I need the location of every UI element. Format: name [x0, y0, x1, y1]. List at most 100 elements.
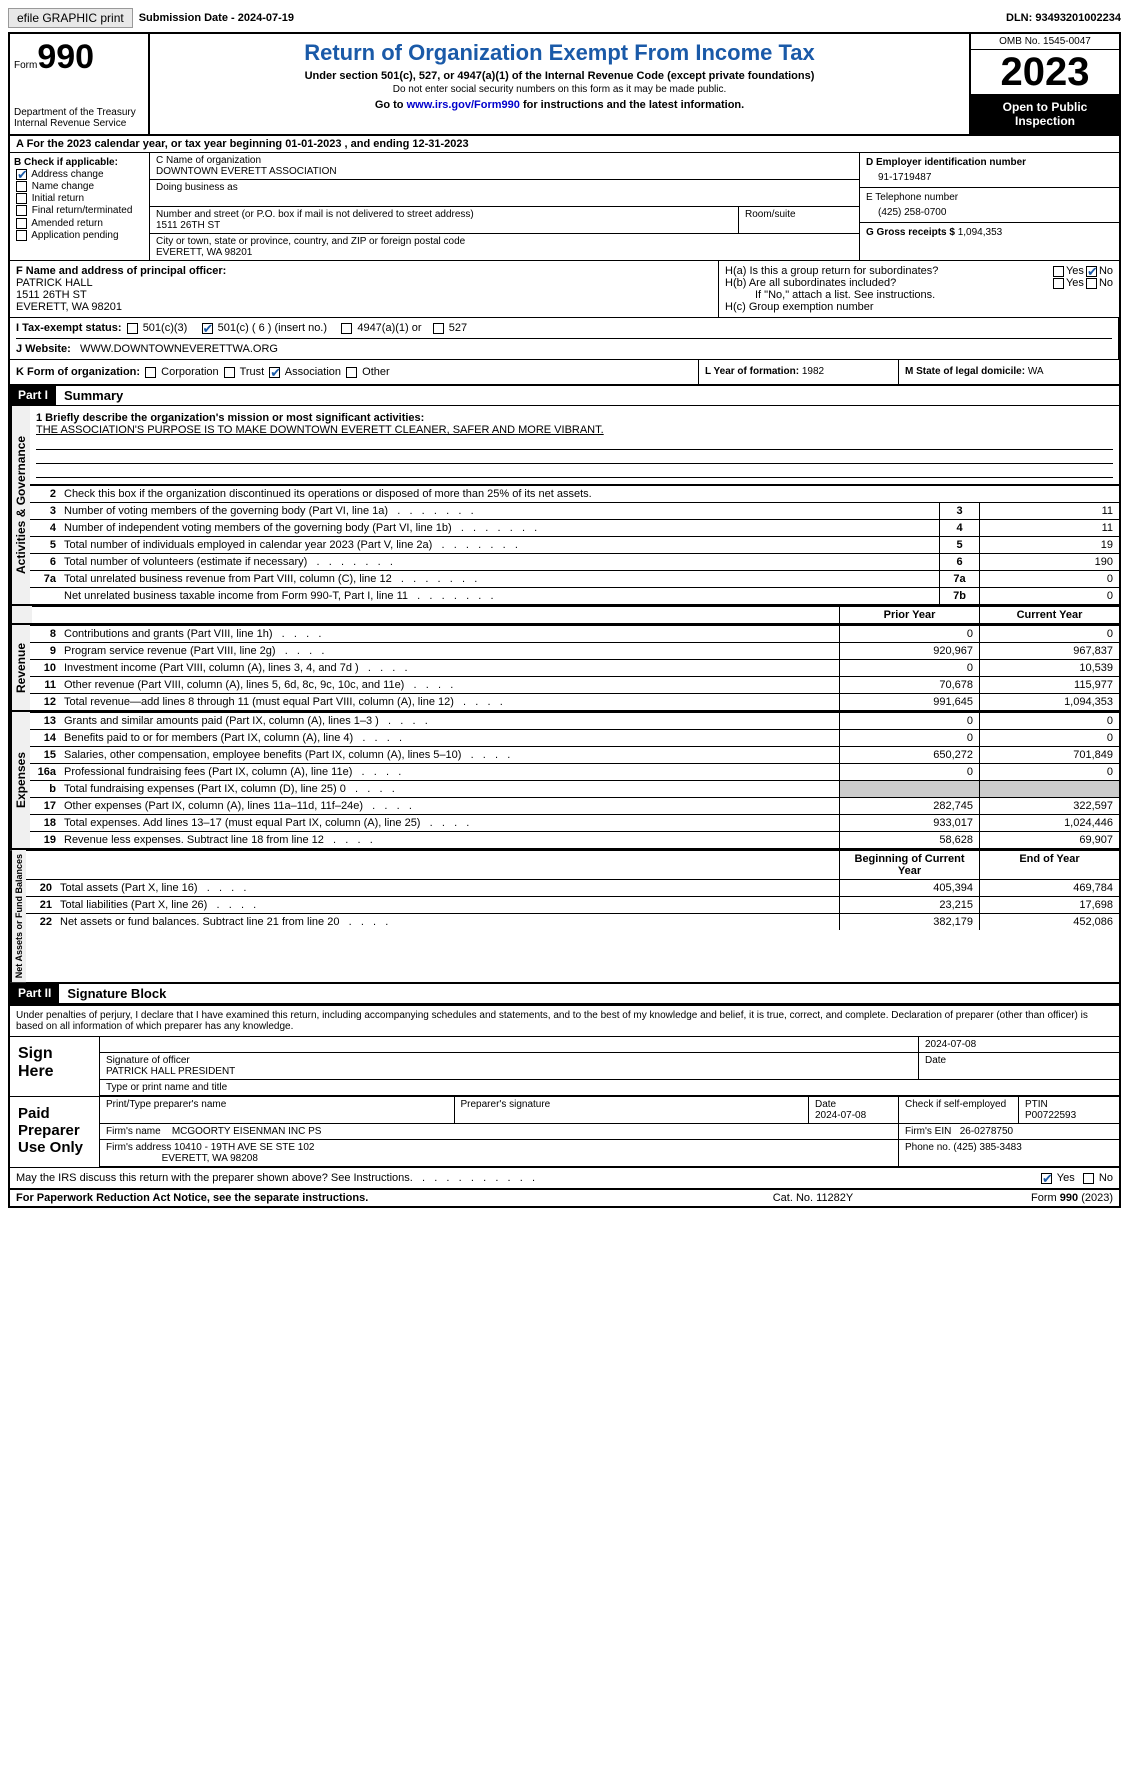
opt-corp[interactable]: Corporation	[143, 366, 219, 378]
summary-line: 6Total number of volunteers (estimate if…	[30, 553, 1119, 570]
sig-date-top: 2024-07-08	[919, 1037, 1119, 1052]
opt-trust[interactable]: Trust	[222, 366, 265, 378]
officer-label: F Name and address of principal officer:	[16, 265, 226, 277]
summary-line: 22Net assets or fund balances. Subtract …	[26, 913, 1119, 930]
form-subtitle: Under section 501(c), 527, or 4947(a)(1)…	[156, 70, 963, 82]
summary-line: 5Total number of individuals employed in…	[30, 536, 1119, 553]
opt-501c[interactable]: 501(c) ( 6 ) (insert no.)	[200, 322, 327, 334]
open-inspection: Open to Public Inspection	[971, 94, 1119, 134]
row-a-tax-year: A For the 2023 calendar year, or tax yea…	[10, 136, 1119, 153]
summary-line: 10Investment income (Part VIII, column (…	[30, 659, 1119, 676]
efile-print-button[interactable]: efile GRAPHIC print	[8, 8, 133, 28]
city-label: City or town, state or province, country…	[156, 236, 853, 247]
phone-value: (425) 258-0700	[866, 203, 1113, 218]
org-name: DOWNTOWN EVERETT ASSOCIATION	[156, 166, 853, 177]
summary-line: 4Number of independent voting members of…	[30, 519, 1119, 536]
sig-officer-label: Signature of officer	[106, 1055, 912, 1066]
prep-date: 2024-07-08	[815, 1110, 866, 1121]
mission-text: THE ASSOCIATION'S PURPOSE IS TO MAKE DOW…	[36, 424, 1113, 436]
ein-value: 91-1719487	[866, 168, 1113, 183]
hc-label: H(c) Group exemption number	[725, 301, 1113, 313]
omb-number: OMB No. 1545-0047	[971, 34, 1119, 50]
prep-sig-label: Preparer's signature	[455, 1097, 810, 1123]
tab-expenses: Expenses	[10, 712, 30, 848]
tab-revenue: Revenue	[10, 625, 30, 710]
summary-line: bTotal fundraising expenses (Part IX, co…	[30, 780, 1119, 797]
check-app-pending[interactable]: Application pending	[14, 230, 145, 241]
opt-4947[interactable]: 4947(a)(1) or	[339, 322, 421, 334]
hb-yes[interactable]: Yes	[1051, 277, 1084, 289]
check-name-change[interactable]: Name change	[14, 181, 145, 192]
part1-title: Summary	[56, 386, 131, 405]
opt-527[interactable]: 527	[431, 322, 467, 334]
firm-name: MCGOORTY EISENMAN INC PS	[172, 1126, 322, 1137]
form-org-label: K Form of organization:	[16, 366, 140, 378]
summary-line: 20Total assets (Part X, line 16) . . . .…	[26, 879, 1119, 896]
part2-title: Signature Block	[59, 984, 174, 1003]
firm-phone: (425) 385-3483	[953, 1142, 1021, 1153]
ptin-value: P00722593	[1025, 1110, 1076, 1121]
sign-here-label: Sign Here	[10, 1037, 100, 1096]
summary-line: 12Total revenue—add lines 8 through 11 (…	[30, 693, 1119, 710]
dept-treasury: Department of the Treasury Internal Reve…	[14, 107, 144, 129]
hb-no[interactable]: No	[1084, 277, 1113, 289]
street-label: Number and street (or P.O. box if mail i…	[156, 209, 732, 220]
gross-receipts-value: 1,094,353	[958, 227, 1003, 238]
summary-line: 13Grants and similar amounts paid (Part …	[30, 712, 1119, 729]
dba-value	[156, 193, 853, 204]
discuss-text: May the IRS discuss this return with the…	[16, 1172, 1039, 1184]
check-amended[interactable]: Amended return	[14, 218, 145, 229]
part1-header: Part I	[10, 386, 56, 405]
check-final-return[interactable]: Final return/terminated	[14, 205, 145, 216]
col-prior: Prior Year	[839, 607, 979, 623]
year-formation: 1982	[802, 366, 824, 377]
form-990-container: Form990 Department of the Treasury Inter…	[8, 32, 1121, 1208]
discuss-no[interactable]: No	[1081, 1172, 1113, 1184]
perjury-declaration: Under penalties of perjury, I declare th…	[10, 1006, 1119, 1036]
summary-line: 18Total expenses. Add lines 13–17 (must …	[30, 814, 1119, 831]
summary-line: 8Contributions and grants (Part VIII, li…	[30, 625, 1119, 642]
sig-officer-name: PATRICK HALL PRESIDENT	[106, 1066, 912, 1077]
opt-501c3[interactable]: 501(c)(3)	[125, 322, 188, 334]
date-label: Date	[919, 1053, 1119, 1079]
firm-addr2: EVERETT, WA 98208	[162, 1153, 258, 1164]
officer-city: EVERETT, WA 98201	[16, 301, 712, 313]
form-footer: Form 990 (2023)	[913, 1192, 1113, 1204]
check-address-change[interactable]: Address change	[14, 169, 145, 180]
website-label: J Website:	[16, 343, 71, 355]
top-toolbar: efile GRAPHIC print Submission Date - 20…	[8, 8, 1121, 28]
summary-line: 11Other revenue (Part VIII, column (A), …	[30, 676, 1119, 693]
dln-label: DLN: 93493201002234	[1006, 12, 1121, 24]
summary-line: 15Salaries, other compensation, employee…	[30, 746, 1119, 763]
goto-link-line: Go to www.irs.gov/Form990 for instructio…	[156, 99, 963, 111]
type-name-label: Type or print name and title	[100, 1080, 1119, 1095]
tab-net-assets: Net Assets or Fund Balances	[10, 850, 26, 982]
ein-label: D Employer identification number	[866, 157, 1113, 168]
col-end: End of Year	[979, 851, 1119, 879]
opt-other[interactable]: Other	[344, 366, 390, 378]
phone-label: E Telephone number	[866, 192, 1113, 203]
org-name-label: C Name of organization	[156, 155, 853, 166]
check-initial-return[interactable]: Initial return	[14, 193, 145, 204]
discuss-yes[interactable]: Yes	[1039, 1172, 1075, 1184]
officer-street: 1511 26TH ST	[16, 289, 712, 301]
submission-date: Submission Date - 2024-07-19	[139, 12, 294, 24]
hb-note: If "No," attach a list. See instructions…	[725, 289, 1113, 301]
paperwork-notice: For Paperwork Reduction Act Notice, see …	[16, 1192, 713, 1204]
form-title: Return of Organization Exempt From Incom…	[156, 40, 963, 66]
tax-status-label: I Tax-exempt status:	[16, 322, 122, 334]
room-suite-label: Room/suite	[739, 207, 859, 233]
ssn-note: Do not enter social security numbers on …	[156, 84, 963, 95]
irs-link[interactable]: www.irs.gov/Form990	[407, 99, 520, 111]
dba-label: Doing business as	[156, 182, 853, 193]
ha-yes[interactable]: Yes	[1051, 265, 1084, 277]
ha-no[interactable]: No	[1084, 265, 1113, 277]
city-value: EVERETT, WA 98201	[156, 247, 853, 258]
cat-no: Cat. No. 11282Y	[713, 1192, 913, 1204]
summary-line: 16aProfessional fundraising fees (Part I…	[30, 763, 1119, 780]
opt-assoc[interactable]: Association	[267, 366, 341, 378]
firm-ein: 26-0278750	[960, 1126, 1013, 1137]
hb-label: H(b) Are all subordinates included?	[725, 277, 1051, 289]
self-employed[interactable]: Check if self-employed	[899, 1097, 1019, 1123]
paid-preparer-label: Paid Preparer Use Only	[10, 1097, 100, 1167]
